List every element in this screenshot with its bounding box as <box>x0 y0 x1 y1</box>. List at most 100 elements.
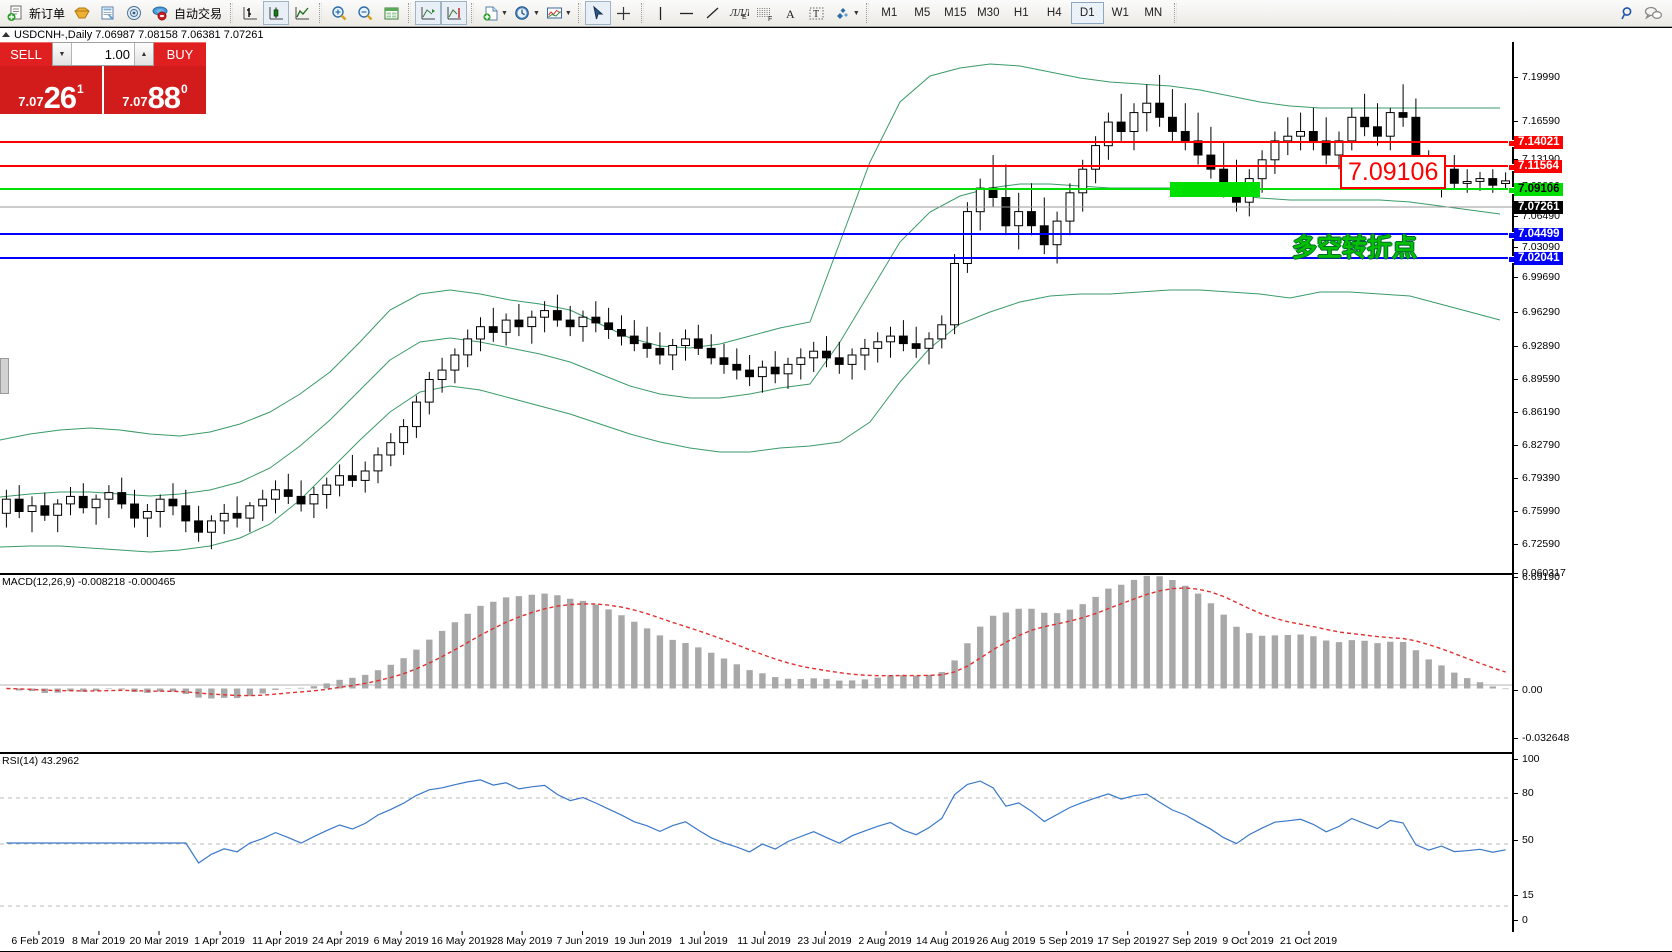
level-badge-resistance-1[interactable]: 7.14021 <box>1514 136 1563 149</box>
timeframe-h1[interactable]: H1 <box>1013 7 1029 19</box>
level-badge-entry[interactable]: 7.09106 <box>1514 183 1563 196</box>
timeframe-m30[interactable]: M30 <box>977 7 1000 19</box>
profiles-icon[interactable] <box>69 1 95 25</box>
cursor-icon[interactable] <box>584 1 611 25</box>
template-icon[interactable] <box>478 1 504 25</box>
zoom-out-icon[interactable] <box>352 1 378 25</box>
period-dropdown-caret[interactable]: ▼ <box>532 9 540 17</box>
date-tick-0: 6 Feb 2019 <box>11 931 65 947</box>
date-tick-19: 27 Sep 2019 <box>1157 931 1218 947</box>
price-tick-13: 6.75990 <box>1514 505 1560 517</box>
indicators-dropdown-caret[interactable]: ▼ <box>564 9 572 17</box>
toolbar-separator-8 <box>1173 3 1177 23</box>
candlestick-chart-icon[interactable] <box>263 1 290 25</box>
trendline-icon[interactable] <box>700 1 726 25</box>
trend-reversal-note: 多空转折点 <box>1292 234 1418 262</box>
vertical-line-icon[interactable] <box>648 1 674 25</box>
ask-price-display[interactable]: 7.07 88 0 <box>104 66 206 114</box>
level-badge-last-price: 7.07261 <box>1514 201 1563 214</box>
price-tick-12: 6.79390 <box>1514 472 1560 484</box>
chart-symbol-header: USDCNH-,Daily 7.06987 7.08158 7.06381 7.… <box>0 28 264 41</box>
chart-shift-icon[interactable] <box>415 1 442 25</box>
timeframe-m1[interactable]: M1 <box>881 7 898 19</box>
entry-zone-rect <box>1170 182 1260 197</box>
toolbar-separator-5 <box>577 3 581 23</box>
volume-input[interactable]: 1.00 <box>71 43 135 65</box>
date-tick-1: 8 Mar 2019 <box>71 931 126 947</box>
bar-chart-icon[interactable] <box>237 1 263 25</box>
line-chart-icon[interactable] <box>289 1 315 25</box>
date-tick-6: 6 May 2019 <box>373 931 429 947</box>
ask-price-sup: 0 <box>181 82 188 96</box>
bid-price-sup: 1 <box>77 82 84 96</box>
price-tick-10: 6.86190 <box>1514 406 1560 418</box>
chart-scroll-handle[interactable] <box>0 358 9 394</box>
trade-panel-prices: 7.07 26 1 7.07 88 0 <box>0 66 206 114</box>
autotrade-icon[interactable] <box>147 1 173 25</box>
toolbar-separator-3 <box>408 3 412 23</box>
price-pane[interactable] <box>0 42 1512 571</box>
date-tick-17: 5 Sep 2019 <box>1039 931 1094 947</box>
new-order-icon[interactable] <box>2 1 28 25</box>
new-order-label[interactable]: 新订单 <box>29 6 66 21</box>
bid-price-base: 7.07 <box>18 94 44 109</box>
timeframe-h4[interactable]: H4 <box>1046 7 1062 19</box>
volume-increase-icon[interactable]: ▲ <box>135 43 153 65</box>
ask-price-big: 88 <box>147 80 181 115</box>
chat-icon[interactable] <box>1640 1 1666 25</box>
price-tick-15: 6.69190 <box>1514 571 1560 583</box>
chart-window[interactable]: USDCNH-,Daily 7.06987 7.08158 7.06381 7.… <box>0 27 1672 952</box>
buy-button[interactable]: BUY <box>154 42 206 66</box>
level-badge-support-2[interactable]: 7.02041 <box>1514 252 1563 265</box>
search-icon[interactable] <box>1614 1 1640 25</box>
zoom-in-icon[interactable] <box>326 1 352 25</box>
volume-stepper[interactable]: ▼ 1.00 ▲ <box>52 42 154 66</box>
timeframe-d1[interactable]: D1 <box>1070 2 1104 24</box>
rsi-pane[interactable]: RSI(14) 43.2962 <box>0 752 1512 932</box>
rsi-tick-100: 100 <box>1514 753 1540 765</box>
timeframe-mn[interactable]: MN <box>1144 7 1163 19</box>
volume-decrease-icon[interactable]: ▼ <box>53 43 71 65</box>
period-icon[interactable] <box>510 1 536 25</box>
elliott-wave-icon[interactable]: ЛЛЛ E <box>726 1 752 25</box>
macd-tick-zero: 0.00 <box>1514 684 1542 696</box>
macd-signal-line <box>6 587 1506 697</box>
rsi-tick-15: 15 <box>1514 889 1534 901</box>
level-badge-support-1[interactable]: 7.04499 <box>1514 228 1563 241</box>
data-window-icon[interactable] <box>378 1 404 25</box>
crosshair-icon[interactable] <box>611 1 637 25</box>
date-tick-2: 20 Mar 2019 <box>129 931 189 947</box>
auto-scroll-icon[interactable] <box>441 1 468 25</box>
price-axis[interactable]: 7.19990 7.16590 7.13190 7.09890 7.06490 … <box>1508 42 1672 932</box>
toolbar-separator-4 <box>471 3 475 23</box>
svg-text:ЛЛЛ: ЛЛЛ <box>729 8 749 19</box>
navigator-icon[interactable] <box>121 1 147 25</box>
timeframe-m15[interactable]: M15 <box>944 7 967 19</box>
price-tick-8: 6.92890 <box>1514 340 1560 352</box>
date-tick-12: 11 Jul 2019 <box>737 931 791 947</box>
template-dropdown-caret[interactable]: ▼ <box>501 9 508 17</box>
macd-pane[interactable]: MACD(12,26,9) -0.008218 -0.000465 <box>0 573 1512 750</box>
rsi-tick-0: 0 <box>1514 914 1528 926</box>
sell-button[interactable]: SELL <box>0 42 52 66</box>
level-badge-resistance-2[interactable]: 7.11564 <box>1514 160 1562 173</box>
indicators-icon[interactable] <box>542 1 568 25</box>
shapes-icon[interactable] <box>830 1 856 25</box>
timeframe-w1[interactable]: W1 <box>1111 7 1129 19</box>
macd-tick-bottom: -0.032648 <box>1514 732 1569 744</box>
bid-price-display[interactable]: 7.07 26 1 <box>0 66 102 114</box>
timeframe-m5[interactable]: M5 <box>914 7 931 19</box>
autotrade-label[interactable]: 自动交易 <box>174 6 223 21</box>
shapes-dropdown-caret[interactable]: ▼ <box>852 9 860 17</box>
chart-restore-icon[interactable] <box>2 32 10 37</box>
toolbar-separator-2 <box>319 3 323 23</box>
toolbar-right-group <box>1614 1 1672 25</box>
horizontal-line-icon[interactable] <box>674 1 700 25</box>
one-click-trading-panel[interactable]: SELL ▼ 1.00 ▲ BUY 7.07 26 1 7.07 88 0 <box>0 42 206 114</box>
date-axis[interactable]: 6 Feb 2019 8 Mar 2019 20 Mar 2019 1 Apr 201… <box>0 931 1672 952</box>
text-label-icon[interactable]: T <box>804 1 830 25</box>
fibonacci-icon[interactable]: F <box>752 1 778 25</box>
market-watch-icon[interactable] <box>95 1 121 25</box>
text-icon[interactable]: A <box>778 1 804 25</box>
macd-label: MACD(12,26,9) -0.008218 -0.000465 <box>2 576 176 588</box>
